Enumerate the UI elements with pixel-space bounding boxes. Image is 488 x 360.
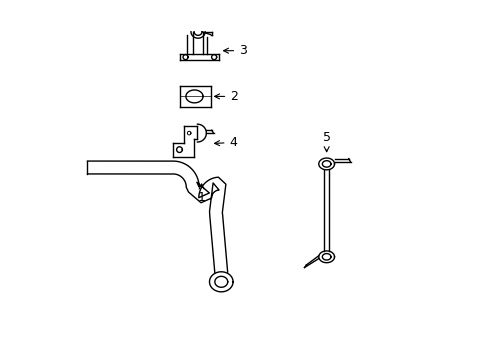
- Text: 4: 4: [214, 136, 237, 149]
- Text: 2: 2: [214, 90, 238, 103]
- Text: 3: 3: [223, 44, 246, 57]
- Text: 1: 1: [197, 184, 205, 204]
- Text: 5: 5: [322, 131, 330, 152]
